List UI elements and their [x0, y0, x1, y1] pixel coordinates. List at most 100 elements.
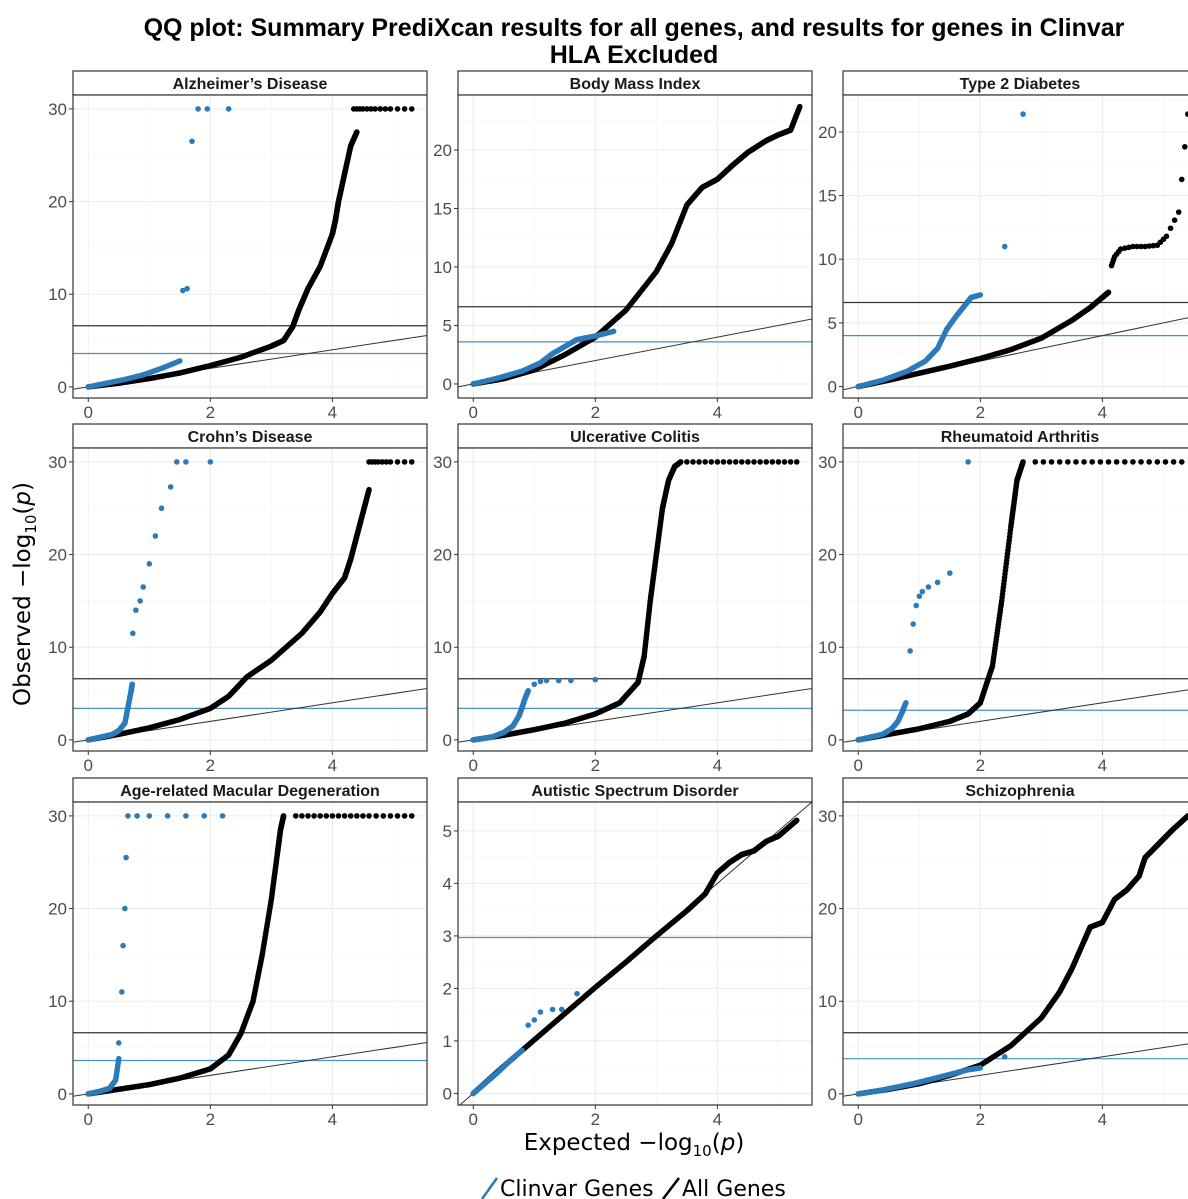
- point-clinvar-genes: [219, 813, 226, 819]
- point-clinvar-genes: [123, 854, 129, 861]
- point-all-genes: [408, 106, 415, 112]
- point-all-genes: [732, 459, 739, 465]
- x-tick-label: 4: [1098, 1110, 1107, 1129]
- y-tick-label: 20: [48, 546, 67, 565]
- point-all-genes: [394, 459, 401, 465]
- y-tick-label: 30: [48, 100, 67, 119]
- panel-border: [457, 801, 813, 1106]
- identity-line: [73, 334, 427, 390]
- point-clinvar-genes: [120, 942, 126, 949]
- point-all-genes: [372, 106, 378, 112]
- point-clinvar-genes: [183, 459, 189, 465]
- point-clinvar-genes: [180, 287, 186, 294]
- y-tick-label: 2: [443, 979, 452, 998]
- point-all-genes: [690, 459, 696, 465]
- point-all-genes: [720, 459, 727, 465]
- facet-strip-title: Alzheimer’s Disease: [173, 76, 328, 93]
- point-all-genes: [702, 459, 708, 465]
- point-all-genes: [1185, 813, 1188, 819]
- panel-ulcerative-colitis: Ulcerative Colitis 0 2 4 0 10 20 30: [433, 423, 813, 775]
- facet-strip: [842, 777, 1188, 803]
- point-clinvar-genes: [977, 292, 984, 298]
- point-all-genes: [317, 813, 323, 819]
- y-tick-label: 5: [828, 314, 837, 333]
- point-clinvar-genes: [537, 1009, 544, 1015]
- x-tick-label: 0: [469, 756, 478, 775]
- point-all-genes: [1134, 243, 1140, 250]
- point-all-genes: [360, 813, 366, 819]
- y-tick-label: 5: [443, 316, 452, 335]
- panel-border: [842, 94, 1188, 399]
- identity-line: [843, 689, 1188, 743]
- legend: Clinvar Genes All Genes: [480, 1177, 786, 1199]
- point-all-genes: [1138, 459, 1144, 465]
- y-tick-label: 0: [58, 378, 67, 397]
- point-all-genes: [366, 486, 372, 493]
- point-clinvar-genes: [137, 598, 143, 604]
- point-all-genes: [677, 459, 684, 465]
- point-all-genes: [1162, 459, 1169, 465]
- panel-plot-area: [843, 813, 1188, 1097]
- point-all-genes: [408, 813, 415, 819]
- panel-autistic-spectrum-disorder: Autistic Spectrum Disorder 0 2 4 0 1 2 3 4 5: [443, 777, 813, 1129]
- x-tick-label: 2: [976, 403, 985, 422]
- point-all-genes: [1181, 143, 1188, 150]
- point-all-genes: [793, 817, 800, 824]
- point-all-genes: [360, 106, 366, 112]
- point-clinvar-genes: [903, 700, 909, 706]
- x-tick-label: 4: [328, 403, 337, 422]
- panel-grid: [843, 448, 1188, 751]
- point-clinvar-genes: [531, 1017, 538, 1023]
- point-clinvar-genes: [130, 630, 136, 637]
- y-tick-label: 0: [828, 731, 837, 750]
- point-all-genes: [1175, 209, 1182, 215]
- y-tick-label: 20: [433, 546, 452, 565]
- facet-strip: [457, 777, 813, 803]
- legend-label-clinvar: Clinvar Genes: [500, 1177, 654, 1199]
- point-all-genes: [329, 813, 336, 819]
- point-all-genes: [796, 103, 803, 110]
- panel-rheumatoid-arthritis: Rheumatoid Arthritis 0 2 4 0 10 20 30: [818, 423, 1188, 775]
- y-tick-label: 20: [48, 900, 67, 919]
- point-clinvar-genes: [140, 584, 146, 590]
- point-clinvar-genes: [164, 813, 171, 819]
- point-all-genes: [1170, 459, 1177, 465]
- point-clinvar-genes: [225, 106, 232, 112]
- point-all-genes: [394, 813, 401, 819]
- panel-border: [72, 447, 428, 752]
- point-all-genes: [1032, 459, 1039, 465]
- figure-title-line2: HLA Excluded: [550, 41, 719, 69]
- point-clinvar-genes: [152, 533, 159, 539]
- x-tick-label: 0: [84, 1110, 93, 1129]
- point-all-genes: [1138, 243, 1144, 250]
- identity-line: [73, 687, 427, 743]
- point-clinvar-genes: [195, 106, 201, 112]
- point-clinvar-genes: [158, 505, 165, 512]
- point-clinvar-genes: [531, 681, 538, 688]
- y-axis-title-subscript: 10: [22, 515, 40, 534]
- x-tick-label: 0: [854, 756, 863, 775]
- figure-title-line1: QQ plot: Summary PrediXcan results for a…: [144, 14, 1125, 42]
- x-tick-label: 2: [206, 756, 215, 775]
- panel-grid: [458, 802, 812, 1105]
- point-all-genes: [335, 813, 342, 819]
- point-all-genes: [1065, 459, 1071, 465]
- panel-plot-area: [458, 802, 812, 1105]
- y-tick-label: 30: [433, 453, 452, 472]
- panel-grid: [458, 448, 812, 751]
- panel-body-mass-index: Body Mass Index 0 2 4 0 5 10 15 20: [433, 70, 813, 422]
- y-tick-label: 15: [818, 187, 837, 206]
- panel-border: [842, 447, 1188, 752]
- point-all-genes: [401, 813, 408, 819]
- point-all-genes: [387, 106, 394, 112]
- facet-strip: [72, 70, 428, 96]
- y-tick-label: 10: [433, 258, 452, 277]
- point-all-genes: [1048, 459, 1055, 465]
- y-tick-label: 0: [58, 1085, 67, 1104]
- facet-strip-title: Body Mass Index: [570, 76, 701, 93]
- point-clinvar-genes: [146, 561, 153, 567]
- identity-line: [843, 317, 1188, 391]
- point-all-genes: [763, 459, 770, 465]
- panel-plot-area: [73, 813, 427, 1097]
- point-all-genes: [1040, 459, 1047, 465]
